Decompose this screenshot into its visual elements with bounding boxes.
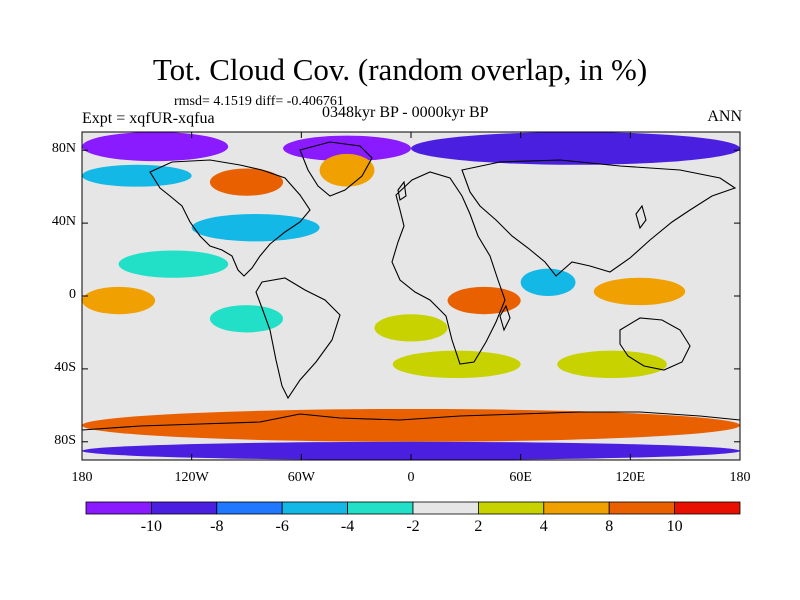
coastline-japan — [635, 204, 647, 230]
anomaly-region-7 — [118, 250, 229, 278]
lon-label-0: 180 — [71, 470, 93, 485]
experiment-label: Expt = xqfUR-xqfua — [82, 110, 215, 127]
colorbar — [85, 501, 741, 515]
colorbar-label-4: -2 — [406, 518, 420, 535]
period-label: 0348kyr BP - 0000kyr BP — [322, 104, 489, 121]
colorbar-swatch-9 — [674, 501, 741, 515]
anomaly-region-8 — [82, 286, 156, 315]
colorbar-label-1: -8 — [210, 518, 224, 535]
colorbar-label-2: -6 — [275, 518, 289, 535]
colorbar-swatch-1 — [150, 501, 218, 515]
colorbar-label-8: 10 — [666, 518, 683, 535]
colorbar-swatch-3 — [281, 501, 349, 515]
anomaly-region-14 — [392, 350, 521, 379]
coastline-madagascar — [499, 304, 511, 332]
lat-label-3: 40S — [54, 359, 76, 375]
colorbar-swatch-8 — [608, 501, 676, 515]
colorbar-label-5: 2 — [474, 518, 483, 535]
axis-ticks — [81, 132, 741, 460]
coastline-north-america — [149, 159, 311, 277]
lon-label-5: 120E — [615, 470, 646, 485]
lat-label-0: 80N — [51, 141, 76, 157]
lon-label-1: 120W — [174, 470, 209, 485]
anomaly-region-15 — [557, 350, 667, 379]
anomaly-region-3 — [82, 164, 192, 187]
anomaly-region-17 — [82, 441, 740, 460]
anomaly-region-6 — [191, 214, 320, 242]
colorbar-swatch-5 — [412, 501, 479, 515]
coastlines — [82, 141, 740, 431]
anomaly-field — [82, 132, 740, 460]
lat-label-4: 80S — [54, 432, 76, 448]
colorbar-label-7: 8 — [605, 518, 614, 535]
coastline-antarctica — [82, 411, 740, 431]
lon-label-6: 180 — [729, 470, 751, 485]
anomaly-region-1 — [283, 135, 411, 162]
lon-label-2: 60W — [287, 470, 315, 485]
colorbar-swatch-6 — [477, 501, 545, 515]
colorbar-label-6: 4 — [539, 518, 548, 535]
colorbar-swatch-2 — [216, 501, 283, 515]
lon-label-3: 0 — [407, 470, 415, 485]
lat-label-2: 0 — [69, 287, 76, 302]
anomaly-region-11 — [447, 286, 521, 315]
anomaly-region-5 — [319, 153, 375, 187]
coastline-greenland — [299, 141, 373, 197]
anomaly-region-16 — [82, 408, 740, 442]
season-label: ANN — [707, 108, 742, 125]
anomaly-region-12 — [520, 268, 576, 297]
coastline-europe-africa — [391, 171, 506, 365]
coastline-britain — [397, 180, 407, 201]
colorbar-swatch-0 — [85, 501, 152, 515]
coastline-asia — [461, 159, 737, 277]
colorbar-swatch-4 — [347, 501, 414, 515]
anomaly-region-4 — [209, 168, 284, 196]
lat-label-1: 40N — [51, 214, 76, 230]
colorbar-swatch-7 — [543, 501, 610, 515]
anomaly-region-9 — [209, 305, 284, 333]
anomaly-region-0 — [82, 132, 229, 162]
lon-label-4: 60E — [509, 470, 532, 485]
anomaly-region-13 — [593, 277, 686, 306]
coastline-south-america — [255, 277, 341, 400]
coastline-australia — [619, 317, 691, 371]
anomaly-region-2 — [411, 132, 740, 165]
anomaly-region-10 — [374, 314, 448, 342]
rmsd-diff-stats: rmsd= 4.1519 diff= -0.406761 — [174, 94, 344, 109]
colorbar-label-3: -4 — [340, 518, 355, 535]
colorbar-label-0: -10 — [140, 518, 163, 535]
chart-title: Tot. Cloud Cov. (random overlap, in %) — [152, 52, 648, 87]
